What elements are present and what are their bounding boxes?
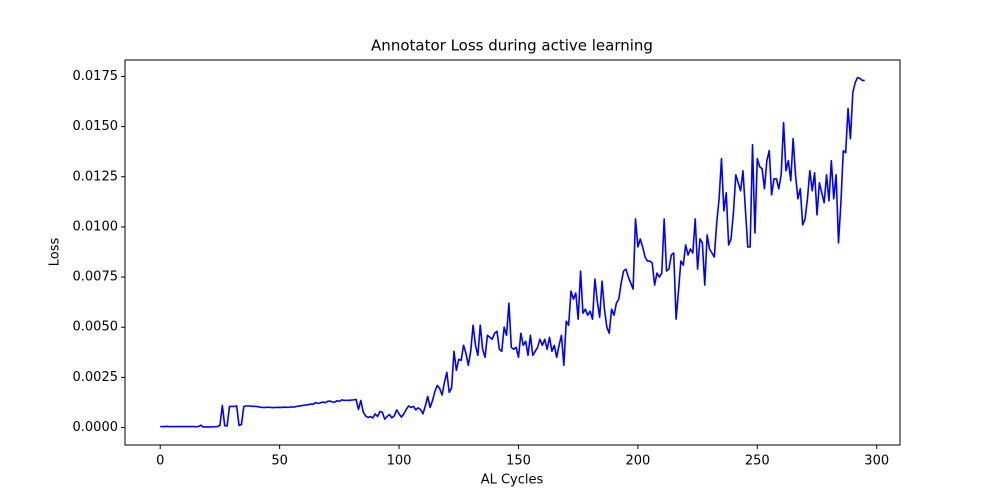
- y-tick-label: 0.0125: [73, 169, 119, 184]
- y-tick-label: 0.0025: [73, 370, 119, 385]
- x-tick-label: 250: [745, 454, 770, 469]
- x-tick-label: 0: [156, 454, 164, 469]
- y-tick-label: 0.0000: [73, 420, 119, 435]
- x-tick-label: 300: [864, 454, 889, 469]
- chart-title: Annotator Loss during active learning: [371, 37, 653, 55]
- y-axis-label: Loss: [48, 238, 63, 267]
- x-tick-label: 200: [625, 454, 650, 469]
- y-tick-label: 0.0150: [73, 119, 119, 134]
- plot-frame: [124, 59, 901, 446]
- y-tick-label: 0.0175: [73, 69, 119, 84]
- data-line: [160, 76, 865, 428]
- x-axis-label: AL Cycles: [481, 473, 544, 488]
- y-tick-label: 0.0050: [73, 320, 119, 335]
- x-tick-label: 150: [506, 454, 531, 469]
- y-tick-label: 0.0075: [73, 270, 119, 285]
- x-tick-label: 100: [387, 454, 412, 469]
- x-tick-label: 50: [271, 454, 288, 469]
- y-tick-label: 0.0100: [73, 219, 119, 234]
